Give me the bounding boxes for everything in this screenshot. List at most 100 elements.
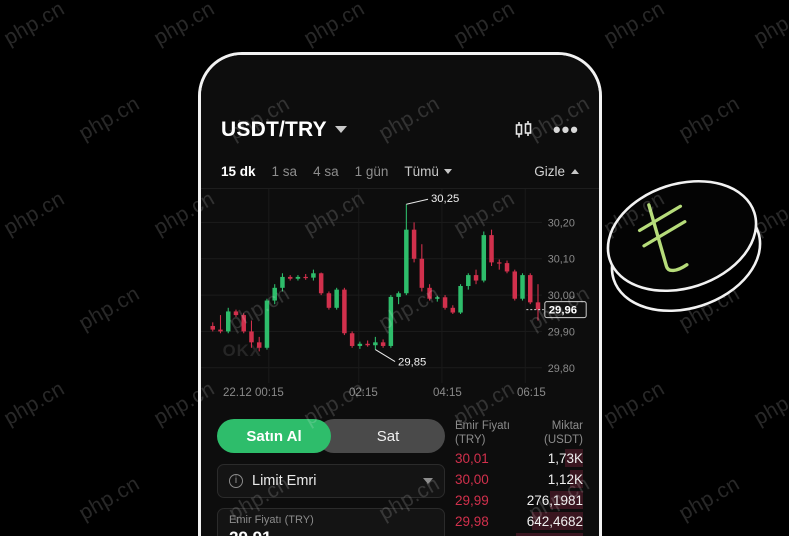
order-book-row[interactable]: 29,97842,6824: [455, 532, 583, 536]
trade-panel: Satın Al Sat i Limit Emri Emir Fiyatı (T…: [201, 407, 599, 536]
candle-body: [249, 331, 254, 343]
sell-button[interactable]: Sat: [317, 419, 445, 453]
candle-body: [528, 275, 533, 303]
candle-body: [473, 275, 479, 281]
candle-body: [435, 297, 440, 299]
candle-body: [365, 343, 370, 346]
candle-body: [388, 296, 394, 346]
candle-body: [218, 329, 223, 332]
timeframe-15dk[interactable]: 15 dk: [221, 163, 256, 179]
coin-top-face: [606, 179, 758, 293]
candle-body: [481, 235, 487, 281]
info-circle-icon: i: [229, 474, 243, 488]
chart-high-label: 30,25: [431, 193, 459, 205]
hide-toggle[interactable]: Gizle: [534, 164, 579, 179]
chevron-down-icon: [334, 126, 347, 133]
order-book-price-col-l1: Emir Fiyatı: [455, 420, 510, 432]
more-horizontal-icon[interactable]: •••: [552, 117, 579, 142]
chart-high-leader: [406, 198, 429, 205]
timeframe-all-label: Tümü: [404, 163, 439, 179]
pair-selector[interactable]: USDT/TRY: [221, 118, 347, 142]
watermark-text: php.cn: [75, 471, 144, 525]
order-price-field[interactable]: Emir Fiyatı (TRY) 29,91: [217, 508, 445, 536]
candle-body: [357, 343, 363, 346]
hide-label: Gizle: [534, 163, 565, 179]
candle-body: [303, 276, 308, 279]
candle-body: [264, 300, 270, 348]
chart-y-tick: 30,00: [548, 290, 575, 302]
order-form: Satın Al Sat i Limit Emri Emir Fiyatı (T…: [217, 407, 445, 536]
order-book-row[interactable]: 29,99 276,1981: [455, 490, 583, 510]
order-book-price-col-l2: (TRY): [455, 434, 486, 446]
watermark-text: php.cn: [0, 186, 69, 240]
order-book-header: Emir Fiyatı (TRY) Miktar (USDT): [455, 419, 583, 447]
candle-body: [326, 293, 332, 308]
candle-body: [280, 276, 285, 288]
candle-body: [442, 297, 448, 308]
order-book-depth-bar: [565, 449, 583, 467]
order-book-price: 29,98: [455, 513, 489, 529]
watermark-text: php.cn: [450, 0, 519, 50]
candle-body: [295, 276, 301, 279]
candle-body: [404, 229, 409, 294]
price-chart[interactable]: OKX 30,25 29,85 30,20 30,10 30,00 29,90 29,80 29…: [201, 188, 599, 383]
order-book-depth-bar: [570, 470, 583, 488]
candlestick-chart-svg: OKX 30,25 29,85 30,20 30,10 30,00 29,90 29,80 29…: [201, 189, 587, 383]
watermark-text: php.cn: [750, 376, 789, 430]
watermark-text: php.cn: [0, 376, 69, 430]
order-book-price: 29,97: [455, 535, 527, 536]
candlestick-icon[interactable]: [513, 120, 535, 140]
chart-x-tick: 06:15: [517, 387, 546, 399]
candle-body: [504, 263, 510, 272]
watermark-text: php.cn: [150, 0, 219, 50]
order-book-amount-col-l2: (USDT): [544, 434, 583, 446]
candle-body: [411, 229, 417, 259]
chart-y-tick: 30,10: [548, 254, 575, 266]
order-book: Emir Fiyatı (TRY) Miktar (USDT) 30,01 1,7…: [445, 407, 583, 536]
timeframe-tabs: 15 dk 1 sa 4 sa 1 gün Tümü Gizle: [201, 155, 599, 187]
watermark-text: php.cn: [600, 376, 669, 430]
timeframe-1gun[interactable]: 1 gün: [354, 163, 389, 179]
order-price-label: Emir Fiyatı (TRY): [229, 514, 314, 526]
watermark-text: php.cn: [75, 281, 144, 335]
candle-body: [373, 342, 378, 346]
chart-y-tick: 30,20: [548, 217, 575, 229]
buy-button[interactable]: Satın Al: [217, 419, 331, 453]
chevron-down-icon: [423, 478, 433, 484]
order-book-price: 30,00: [455, 471, 489, 487]
timeframe-4sa[interactable]: 4 sa: [313, 163, 339, 179]
watermark-text: php.cn: [750, 0, 789, 50]
app-header: USDT/TRY •••: [201, 107, 599, 153]
watermark-text: php.cn: [75, 91, 144, 145]
candle-body: [497, 262, 502, 264]
phone-screen: USDT/TRY ••• 15 dk 1 sa 4 sa 1 gün: [201, 55, 599, 536]
candle-body: [334, 289, 339, 308]
lira-symbol-icon: [637, 203, 689, 273]
chart-x-tick: 02:15: [349, 387, 378, 399]
timeframe-1sa[interactable]: 1 sa: [271, 163, 298, 179]
timeframe-all[interactable]: Tümü: [404, 164, 452, 179]
order-book-row[interactable]: 29,98 642,4682: [455, 511, 583, 531]
watermark-text: php.cn: [0, 0, 69, 50]
order-type-select[interactable]: i Limit Emri: [217, 464, 445, 498]
candle-body: [210, 325, 215, 330]
order-book-price: 30,01: [455, 450, 489, 466]
chevron-up-icon: [571, 168, 579, 174]
order-book-amount: 1,73K: [547, 450, 583, 466]
lira-coin-illustration: [606, 179, 762, 313]
chart-low-label: 29,85: [398, 356, 426, 368]
candle-body: [396, 293, 401, 297]
order-book-depth-bar: [531, 512, 583, 530]
candle-body: [520, 275, 525, 299]
order-book-row[interactable]: 30,00 1,12K: [455, 469, 583, 489]
chevron-down-icon: [443, 168, 452, 174]
order-book-rows: 30,01 1,73K 30,00 1,12K 29,99 276,1981 29,98 64…: [455, 448, 583, 536]
order-book-row[interactable]: 30,01 1,73K: [455, 448, 583, 468]
buy-sell-toggle: Satın Al Sat: [217, 419, 445, 453]
candle-body: [535, 302, 541, 310]
candle-body: [287, 276, 293, 279]
okx-chart-watermark: OKX: [223, 341, 262, 360]
candle-body: [225, 311, 231, 332]
candle-body: [427, 287, 432, 299]
